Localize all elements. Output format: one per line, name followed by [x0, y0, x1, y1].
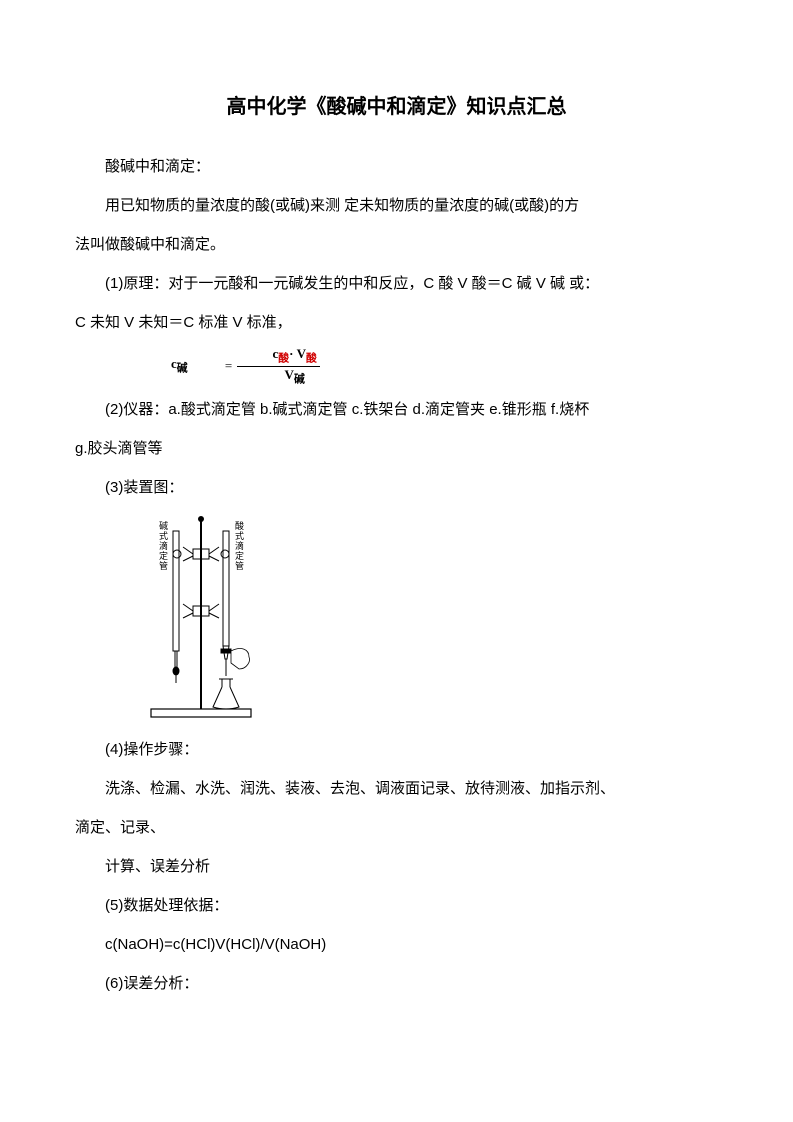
formula-den-sub: 碱	[294, 373, 305, 385]
svg-text:式: 式	[235, 530, 244, 541]
intro-line-2: 法叫做酸碱中和滴定。	[75, 225, 718, 264]
formula-num-sub1: 酸	[278, 353, 289, 365]
left-burette-label: 碱 式 滴 定 管	[159, 521, 168, 571]
point-4: (4)操作步骤：	[75, 730, 718, 769]
svg-text:滴: 滴	[235, 540, 244, 551]
apparatus-svg: 碱 式 滴 定 管 酸 式 滴 定 管	[131, 511, 271, 721]
svg-text:管: 管	[159, 560, 168, 571]
svg-text:酸: 酸	[235, 521, 244, 531]
right-burette-label: 酸 式 滴 定 管	[235, 521, 244, 571]
svg-text:滴: 滴	[159, 540, 168, 551]
intro-heading: 酸碱中和滴定：	[75, 147, 718, 186]
point-2-line-b: g.胶头滴管等	[75, 429, 718, 468]
point-1-line-a: (1)原理：对于一元酸和一元碱发生的中和反应，C 酸 V 酸＝C 碱 V 碱 或…	[75, 264, 718, 303]
point-6: (6)误差分析：	[75, 964, 718, 1003]
formula-block: c碱 = c酸· V酸 V碱	[75, 346, 718, 386]
point-4-line-c: 计算、误差分析	[75, 847, 718, 886]
svg-text:式: 式	[159, 530, 168, 541]
point-1-line-b: C 未知 V 未知＝C 标准 V 标准，	[75, 303, 718, 342]
formula-den-v: V	[285, 367, 294, 382]
intro-line-1: 用已知物质的量浓度的酸(或碱)来测 定未知物质的量浓度的碱(或酸)的方	[75, 186, 718, 225]
point-4-line-a: 洗涤、检漏、水洗、润洗、装液、去泡、调液面记录、放待测液、加指示剂、	[75, 769, 718, 808]
formula: c碱 = c酸· V酸 V碱	[107, 346, 320, 386]
point-5-formula: c(NaOH)=c(HCl)V(HCl)/V(NaOH)	[75, 925, 718, 964]
point-4-line-b: 滴定、记录、	[75, 808, 718, 847]
point-5: (5)数据处理依据：	[75, 886, 718, 925]
formula-num-sub2: 酸	[306, 353, 317, 365]
point-2-line-a: (2)仪器：a.酸式滴定管 b.碱式滴定管 c.铁架台 d.滴定管夹 e.锥形瓶…	[75, 390, 718, 429]
formula-num-v: V	[297, 346, 306, 361]
formula-num-dot: ·	[289, 346, 293, 361]
apparatus-diagram: 碱 式 滴 定 管 酸 式 滴 定 管	[131, 511, 718, 726]
formula-lhs-sub: 碱	[177, 363, 188, 375]
point-3: (3)装置图：	[75, 468, 718, 507]
svg-text:碱: 碱	[159, 521, 168, 531]
svg-text:管: 管	[235, 560, 244, 571]
svg-text:定: 定	[159, 550, 168, 561]
page-title: 高中化学《酸碱中和滴定》知识点汇总	[75, 90, 718, 119]
svg-text:定: 定	[235, 550, 244, 561]
